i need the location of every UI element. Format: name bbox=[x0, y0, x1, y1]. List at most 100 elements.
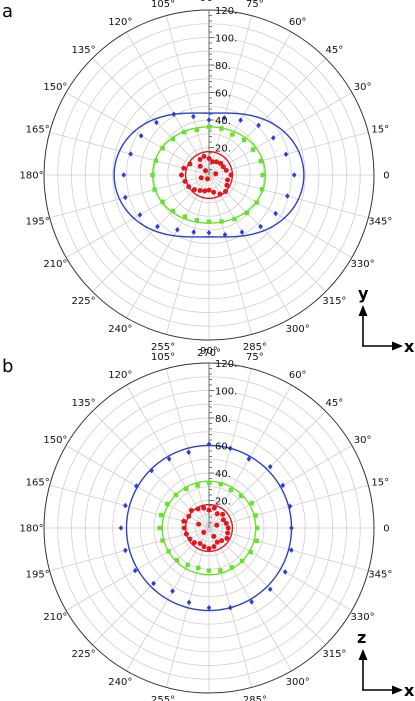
data-point-square bbox=[158, 512, 164, 518]
data-point-square bbox=[229, 565, 234, 570]
angle-tick-label: 285° bbox=[243, 695, 267, 701]
data-point-square bbox=[260, 172, 265, 178]
data-point-square bbox=[253, 513, 258, 518]
axis-labels-a: 0 15° 30° 45° 60° 75° 90° 105° 120° 135° 150° 165° 1… bbox=[20, 0, 393, 359]
data-point-circle bbox=[183, 531, 189, 537]
grid-spoke bbox=[92, 174, 210, 292]
data-point-circle bbox=[195, 506, 201, 512]
data-point-circle bbox=[211, 505, 217, 511]
data-point-circle bbox=[201, 505, 207, 511]
data-point-diamond bbox=[239, 229, 245, 235]
grid-spoke bbox=[208, 58, 326, 176]
data-point-square bbox=[174, 557, 180, 563]
axis-labels-b: 0 15° 30° 45° 60° 75° 90° 105° 120° 135° 150° 165° 1… bbox=[20, 346, 393, 701]
data-point-diamond bbox=[171, 111, 177, 118]
angle-tick-label: 90° bbox=[200, 346, 218, 357]
vertical-axis-letter-b: z bbox=[357, 628, 366, 647]
data-point-circle bbox=[223, 520, 229, 526]
polar-panel-b: b 0 15° 30° 45° 60° 75° 90° 105° 120° 135° 150° 165… bbox=[2, 346, 415, 701]
data-point-circle bbox=[220, 517, 226, 523]
vertical-axis-letter-a: y bbox=[358, 284, 369, 303]
vertical-arrowhead-a bbox=[358, 305, 368, 316]
data-point-circle bbox=[213, 171, 219, 177]
data-point-square bbox=[182, 129, 187, 135]
data-point-square bbox=[206, 219, 212, 224]
horizontal-axis-letter-b: x bbox=[404, 681, 415, 700]
grid-spoke bbox=[208, 92, 353, 176]
data-point-square bbox=[254, 525, 260, 531]
data-point-diamond bbox=[206, 229, 212, 236]
data-point-diamond bbox=[154, 119, 159, 126]
data-point-square bbox=[206, 480, 212, 485]
data-point-circle bbox=[206, 507, 212, 513]
data-point-circle bbox=[211, 544, 217, 550]
data-point-diamond bbox=[206, 441, 212, 447]
data-point-circle bbox=[196, 521, 202, 527]
angle-tick-label: 150° bbox=[43, 82, 67, 93]
angle-tick-label: 255° bbox=[151, 695, 175, 701]
data-point-circle bbox=[191, 187, 197, 193]
angle-tick-label: 240° bbox=[108, 677, 132, 688]
data-point-square bbox=[239, 558, 245, 564]
angle-tick-label: 345° bbox=[368, 569, 392, 580]
angle-tick-label: 345° bbox=[368, 216, 392, 227]
data-point-square bbox=[170, 208, 176, 214]
data-point-diamond bbox=[246, 456, 252, 462]
data-point-square bbox=[254, 200, 259, 205]
angle-tick-label: 315° bbox=[322, 649, 346, 660]
data-point-diamond bbox=[283, 151, 289, 158]
data-point-circle bbox=[202, 168, 208, 174]
data-point-diamond bbox=[289, 525, 294, 531]
grid-spoke bbox=[208, 174, 353, 258]
grid-spoke bbox=[126, 174, 210, 319]
data-point-circle bbox=[181, 518, 187, 524]
grid-spoke bbox=[65, 92, 210, 176]
angle-tick-label: 105° bbox=[151, 352, 175, 363]
data-point-square bbox=[232, 216, 237, 222]
data-point-square bbox=[258, 158, 263, 164]
grid-spoke bbox=[208, 31, 292, 176]
horizontal-axis-letter-a: x bbox=[404, 337, 415, 356]
data-point-diamond bbox=[222, 115, 227, 121]
data-point-circle bbox=[201, 153, 207, 159]
data-point-circle bbox=[197, 540, 203, 546]
radial-tick-label: 120. bbox=[215, 359, 237, 370]
grid-spoke bbox=[165, 15, 210, 176]
data-point-diamond bbox=[121, 172, 127, 178]
data-point-square bbox=[194, 217, 200, 223]
data-points-b bbox=[118, 441, 294, 611]
axis-indicator-a: y x bbox=[358, 284, 415, 356]
data-point-square bbox=[206, 568, 212, 573]
data-point-square bbox=[170, 136, 176, 142]
grid-spoke bbox=[208, 174, 292, 319]
data-point-circle bbox=[197, 163, 203, 169]
data-point-circle bbox=[201, 544, 207, 550]
vertical-arrowhead-b bbox=[358, 649, 368, 660]
data-point-diamond bbox=[166, 456, 172, 462]
data-point-square bbox=[244, 210, 250, 216]
data-point-square bbox=[206, 124, 212, 130]
data-point-square bbox=[184, 486, 189, 491]
angle-tick-label: 225° bbox=[72, 296, 96, 307]
angle-tick-label: 135° bbox=[72, 45, 96, 56]
data-point-diamond bbox=[271, 135, 276, 141]
angle-tick-label: 45° bbox=[326, 45, 344, 56]
data-point-square bbox=[218, 481, 223, 487]
data-point-square bbox=[218, 568, 223, 573]
data-point-circle bbox=[218, 160, 224, 166]
data-point-diamond bbox=[137, 212, 143, 218]
data-point-diamond bbox=[287, 503, 293, 510]
data-point-diamond bbox=[191, 229, 196, 235]
data-point-square bbox=[150, 172, 155, 178]
data-point-square bbox=[238, 493, 244, 499]
data-point-circle bbox=[214, 511, 220, 517]
angle-tick-label: 225° bbox=[72, 649, 96, 660]
radial-tick-label: 100. bbox=[215, 34, 237, 45]
data-point-circle bbox=[211, 189, 217, 195]
radial-tick-label: 20. bbox=[215, 144, 231, 155]
data-point-square bbox=[160, 538, 165, 543]
angle-tick-label: 60° bbox=[289, 370, 307, 381]
data-point-circle bbox=[214, 522, 220, 528]
angle-tick-label: 210° bbox=[43, 612, 67, 623]
angle-tick-label: 330° bbox=[351, 259, 375, 270]
